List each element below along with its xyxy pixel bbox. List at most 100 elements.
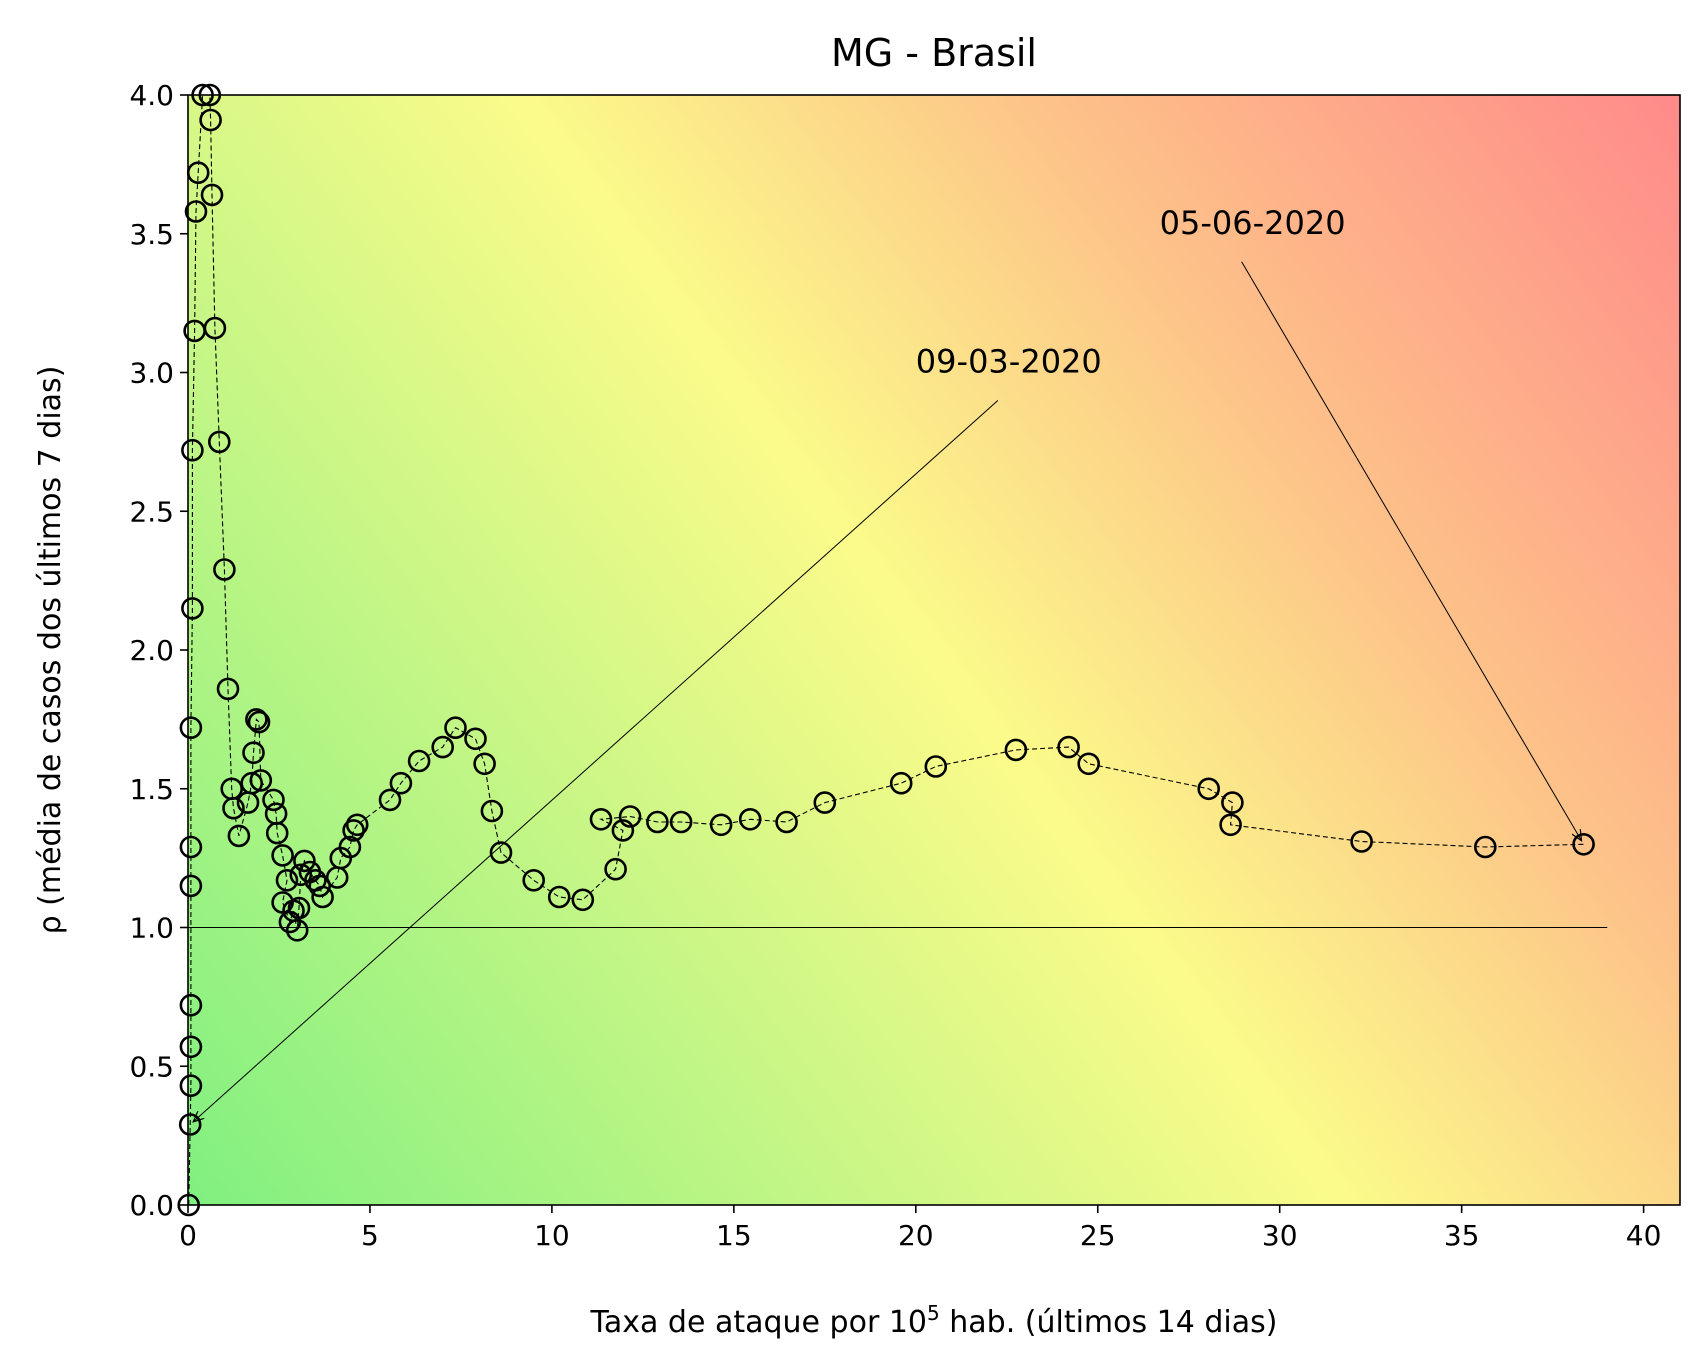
x-tick-label: 5: [361, 1219, 379, 1252]
data-point: [289, 863, 313, 887]
data-point: [1077, 752, 1100, 776]
annotation-label: 05-06-2020: [1160, 204, 1346, 242]
data-point: [179, 835, 203, 859]
data-point: [338, 835, 362, 859]
y-tick-label: 3.5: [129, 218, 174, 251]
y-tick-label: 3.0: [129, 357, 174, 390]
data-point: [1572, 832, 1595, 856]
data-point: [199, 108, 222, 132]
data-point: [287, 896, 311, 920]
data-point: [242, 741, 265, 765]
x-tick-label: 30: [1262, 1219, 1298, 1252]
data-point: [311, 885, 334, 909]
data-point: [1057, 735, 1080, 759]
data-point: [738, 807, 762, 831]
data-point: [618, 805, 642, 828]
y-tick-label: 0.5: [129, 1050, 174, 1083]
data-point: [611, 819, 635, 842]
data-point: [522, 868, 546, 892]
x-tick-label: 40: [1626, 1219, 1662, 1252]
data-point: [181, 438, 204, 462]
data-point: [178, 1113, 202, 1136]
plot-background: [188, 95, 1680, 1205]
y-axis: 0.0 0.5 1.0 1.5 2.0 2.5 3.0 3.5 4.0: [129, 79, 188, 1222]
x-tick-label: 10: [534, 1219, 570, 1252]
data-point: [247, 710, 271, 734]
annotation-layer: 09-03-2020 05-06-2020: [193, 204, 1581, 1122]
data-point: [342, 819, 365, 842]
data-point: [179, 993, 203, 1017]
data-point: [589, 807, 613, 831]
x-axis-title-main: Taxa de ataque por 10: [590, 1305, 927, 1340]
x-axis: 0 5 10 15 20 25 30 35 40: [179, 1205, 1661, 1252]
data-point: [179, 716, 203, 740]
y-tick-label: 1.0: [129, 912, 174, 945]
data-point: [179, 874, 203, 898]
data-point: [222, 796, 245, 820]
data-point: [179, 1035, 203, 1059]
data-point: [240, 771, 263, 795]
data-point: [179, 1074, 203, 1097]
annotation-arrow: [193, 400, 999, 1122]
data-point: [646, 810, 669, 834]
data-point: [378, 788, 402, 812]
y-tick-label: 2.5: [129, 495, 174, 528]
data-point: [184, 200, 208, 223]
data-point: [389, 771, 413, 795]
data-point: [1474, 835, 1497, 859]
data-point: [813, 791, 837, 814]
data-point: [889, 771, 913, 795]
y-tick-label: 1.5: [129, 773, 174, 806]
x-tick-label: 0: [179, 1219, 197, 1252]
data-point: [213, 558, 236, 581]
data-point: [265, 821, 289, 845]
data-point: [1350, 830, 1373, 853]
data-point: [208, 430, 231, 454]
data-point: [407, 749, 431, 773]
x-tick-label: 35: [1444, 1219, 1480, 1252]
data-point: [464, 727, 487, 751]
data-point: [285, 918, 309, 942]
data-point: [271, 844, 294, 867]
data-point: [345, 813, 369, 837]
data-point: [1221, 791, 1244, 814]
data-point: [547, 885, 571, 909]
y-tick-label: 2.0: [129, 634, 174, 667]
x-tick-label: 15: [716, 1219, 752, 1252]
chart-title: MG - Brasil: [831, 31, 1037, 75]
y-tick-label: 4.0: [129, 79, 174, 112]
annotation-label: 09-03-2020: [916, 343, 1102, 381]
data-point: [604, 857, 627, 881]
y-axis-title: ρ (média de casos dos últimos 7 dias): [33, 366, 68, 935]
data-point: [709, 813, 733, 837]
data-point: [262, 788, 285, 812]
data-point: [245, 708, 268, 731]
data-point: [571, 888, 595, 912]
data-point: [489, 841, 513, 864]
annotation-arrow: [1241, 261, 1582, 841]
data-point: [181, 597, 204, 620]
data-point: [1219, 813, 1242, 837]
x-tick-label: 20: [898, 1219, 934, 1252]
data-point: [249, 769, 273, 792]
data-point: [431, 735, 455, 759]
x-axis-title-superscript: 5: [927, 1301, 940, 1325]
data-point: [1004, 738, 1028, 762]
y-tick-label: 0.0: [129, 1189, 174, 1222]
x-tick-label: 25: [1080, 1219, 1116, 1252]
data-point: [775, 810, 798, 834]
data-point: [216, 677, 240, 701]
data-point: [203, 316, 227, 340]
data-point: [480, 799, 504, 823]
data-point: [473, 752, 496, 776]
data-point: [444, 716, 467, 740]
data-point: [924, 755, 948, 778]
data-point: [227, 824, 251, 848]
data-point: [200, 183, 224, 207]
x-axis-title: Taxa de ataque por 105 hab. (últimos 14 …: [590, 1301, 1278, 1340]
data-point: [275, 868, 299, 892]
data-point: [669, 810, 693, 834]
data-point: [1197, 777, 1220, 801]
x-axis-title-suffix: hab. (últimos 14 dias): [940, 1305, 1278, 1340]
